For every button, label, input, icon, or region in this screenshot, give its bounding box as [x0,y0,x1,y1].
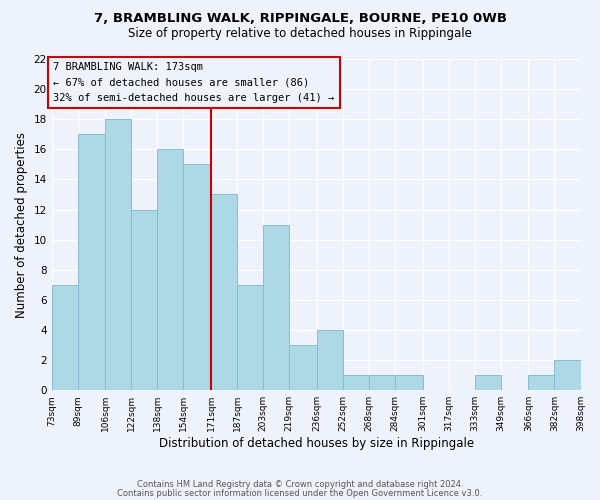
Y-axis label: Number of detached properties: Number of detached properties [15,132,28,318]
Bar [395,375,422,390]
Bar [317,330,343,390]
Bar [157,150,184,390]
Text: Contains HM Land Registry data © Crown copyright and database right 2024.: Contains HM Land Registry data © Crown c… [137,480,463,489]
Bar [289,345,317,390]
Text: 7 BRAMBLING WALK: 173sqm
← 67% of detached houses are smaller (86)
32% of semi-d: 7 BRAMBLING WALK: 173sqm ← 67% of detach… [53,62,335,103]
Bar [184,164,211,390]
Text: Contains public sector information licensed under the Open Government Licence v3: Contains public sector information licen… [118,488,482,498]
Bar [263,224,289,390]
Bar [237,285,263,390]
Bar [106,119,131,390]
Text: Size of property relative to detached houses in Rippingale: Size of property relative to detached ho… [128,28,472,40]
Bar [131,210,157,390]
Bar [211,194,237,390]
Bar [475,375,501,390]
Bar [529,375,554,390]
Bar [343,375,369,390]
Bar [554,360,581,390]
Bar [369,375,395,390]
Bar [78,134,106,390]
X-axis label: Distribution of detached houses by size in Rippingale: Distribution of detached houses by size … [158,437,473,450]
Text: 7, BRAMBLING WALK, RIPPINGALE, BOURNE, PE10 0WB: 7, BRAMBLING WALK, RIPPINGALE, BOURNE, P… [94,12,506,26]
Bar [52,285,78,390]
